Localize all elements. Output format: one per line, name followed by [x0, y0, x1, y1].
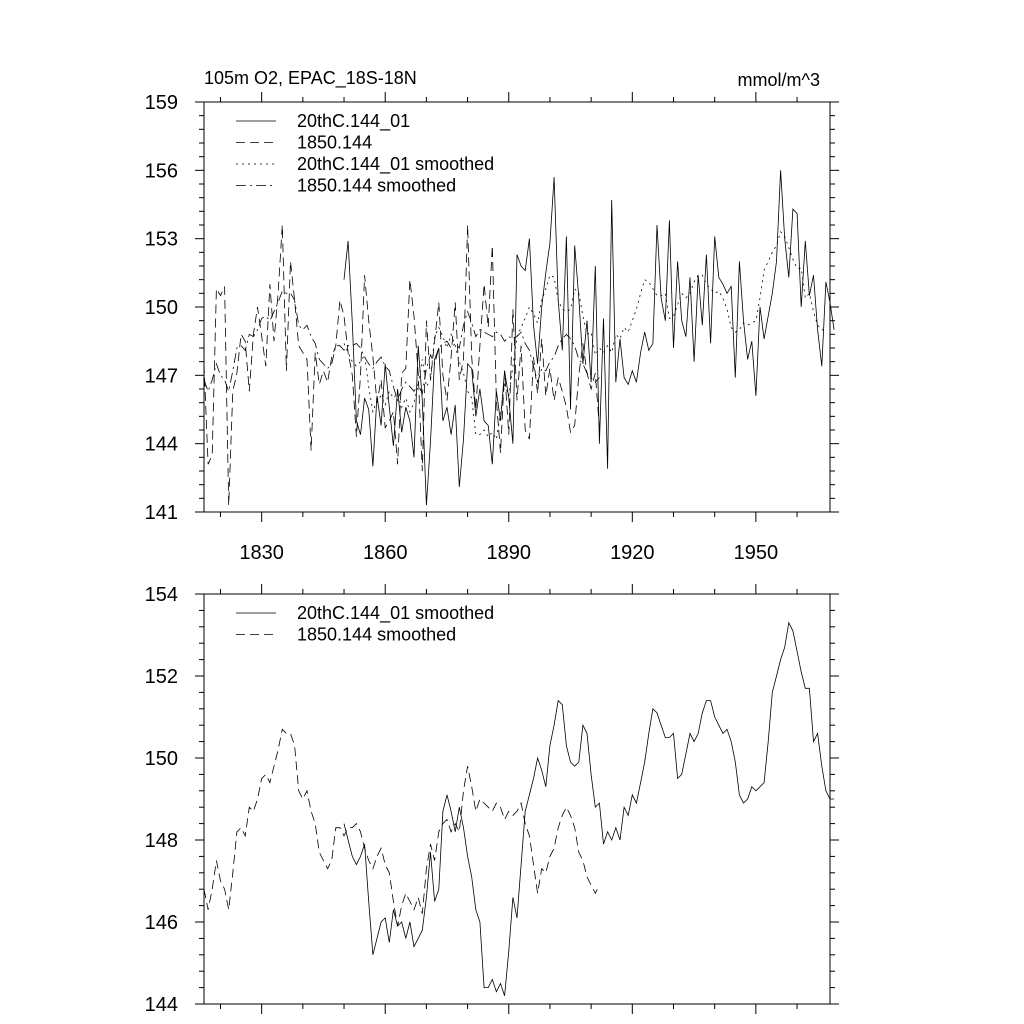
y-tick-label: 141 — [145, 502, 178, 524]
y-tick-label: 146 — [145, 912, 178, 934]
y-tick-label: 154 — [145, 584, 178, 606]
bottom-panel: 144 146 148 150 152 154 20thC.144_01 smoothed… — [145, 584, 839, 1016]
y-tick-label: 144 — [145, 994, 178, 1016]
y-tick-label: 159 — [145, 92, 178, 114]
legend-label: 1850.144 smoothed — [297, 625, 456, 645]
x-tick-label: 1920 — [610, 542, 655, 564]
x-tick-label: 1830 — [239, 542, 284, 564]
legend-label: 20thC.144_01 smoothed — [297, 154, 494, 175]
legend-label: 20thC.144_01 — [297, 111, 410, 132]
series-line-top-2 — [343, 230, 826, 441]
top-panel-units: mmol/m^3 — [738, 70, 820, 90]
series-line-top-1 — [203, 224, 600, 506]
y-tick-label: 150 — [145, 748, 178, 770]
x-tick-label: 1890 — [487, 542, 532, 564]
x-tick-label: 1950 — [734, 542, 779, 564]
y-tick-label: 153 — [145, 229, 178, 251]
legend-label: 1850.144 — [297, 133, 372, 153]
series-line-bottom-0 — [343, 621, 835, 996]
legend-label: 1850.144 smoothed — [297, 176, 456, 196]
y-tick-label: 147 — [145, 365, 178, 387]
top-panel: 105m O2, EPAC_18S-18N mmol/m^3 141 144 147… — [145, 68, 839, 564]
series-line-top-3 — [203, 290, 600, 402]
top-panel-title: 105m O2, EPAC_18S-18N — [204, 68, 417, 89]
series-line-bottom-1 — [203, 728, 600, 927]
top-panel-series — [203, 170, 835, 506]
x-tick-label: 1860 — [363, 542, 408, 564]
series-line-top-0 — [343, 170, 835, 506]
bottom-panel-series — [203, 621, 835, 996]
y-tick-label: 156 — [145, 160, 178, 182]
bottom-panel-ticks: 144 146 148 150 152 154 — [145, 584, 839, 1016]
y-tick-label: 152 — [145, 666, 178, 688]
legend-label: 20thC.144_01 smoothed — [297, 603, 494, 624]
bottom-plot-frame — [203, 593, 831, 1005]
y-tick-label: 148 — [145, 830, 178, 852]
y-tick-label: 144 — [145, 434, 178, 456]
top-panel-ticks: 141 144 147 150 153 156 159 1830 1860 1890 1920 195… — [145, 92, 839, 564]
y-tick-label: 150 — [145, 297, 178, 319]
